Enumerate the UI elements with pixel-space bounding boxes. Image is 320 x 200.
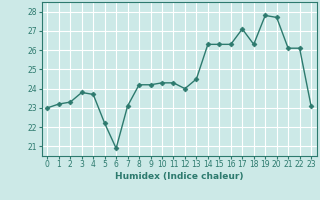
X-axis label: Humidex (Indice chaleur): Humidex (Indice chaleur) — [115, 172, 244, 181]
